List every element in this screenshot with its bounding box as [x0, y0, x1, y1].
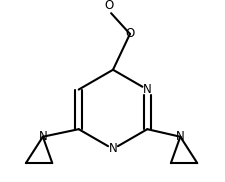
Text: N: N — [38, 130, 47, 143]
Text: N: N — [175, 130, 184, 143]
Text: N: N — [142, 83, 151, 96]
Text: O: O — [125, 27, 134, 40]
Text: O: O — [104, 0, 113, 12]
Text: N: N — [108, 143, 117, 155]
